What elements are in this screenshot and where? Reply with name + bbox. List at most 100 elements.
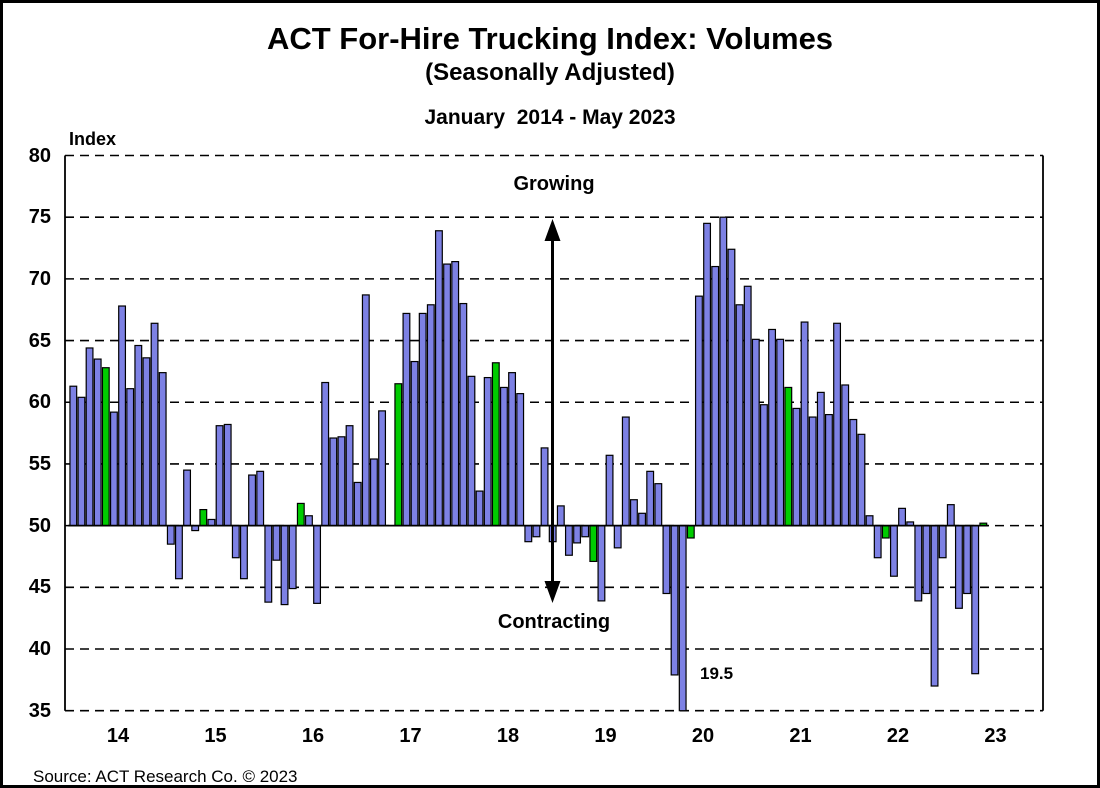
bar [304,515,313,527]
bar [248,474,257,527]
bar [239,525,248,580]
bar [922,525,931,595]
bar-highlight [394,383,403,527]
bar [77,396,86,527]
bar [735,304,744,527]
bar [597,525,606,602]
bar [215,425,224,527]
bar [321,381,330,527]
bar [638,512,647,527]
bar [142,357,151,527]
bar [532,525,541,538]
y-tick-45: 45 [28,576,51,599]
bar [150,322,159,527]
y-tick-80: 80 [28,144,51,167]
bar [158,372,167,527]
source-credit: Source: ACT Research Co. © 2023 [33,767,298,786]
bar [109,411,118,527]
y-tick-65: 65 [28,329,51,352]
x-tick-18: 18 [496,725,520,747]
bar [288,525,297,590]
bar [223,423,232,527]
bar [768,328,777,527]
bar [824,413,833,527]
bar [971,525,980,675]
bar [743,285,752,527]
bar [134,344,143,527]
bar [313,525,322,604]
bar [857,433,866,527]
bar [93,358,102,527]
bar [426,304,435,527]
bar [808,416,817,527]
arrow-up-head [544,219,561,241]
bar [954,525,963,609]
bar [329,437,338,527]
y-tick-60: 60 [28,391,51,414]
x-tick-20: 20 [691,725,715,747]
x-tick-15: 15 [204,725,227,747]
bar [280,525,289,606]
bar [467,375,476,527]
bar [849,418,858,527]
bar [434,230,443,527]
bar [516,393,525,527]
x-tick-19: 19 [594,725,617,747]
bar [646,470,655,527]
annotation-growing: Growing [513,173,595,195]
bar [759,404,768,527]
bar [85,347,94,527]
bar [508,372,517,527]
bar [256,470,265,527]
bar-highlight [686,525,695,539]
arrow-down-head [544,581,561,603]
bar [816,391,825,527]
bar [475,490,484,527]
bar-highlight [881,525,890,539]
bar [914,525,923,602]
bar [459,302,468,527]
bar [873,525,882,559]
bar [231,525,240,559]
y-tick-40: 40 [28,638,51,660]
x-tick-22: 22 [886,725,910,747]
bar [711,265,720,527]
bar [540,447,549,527]
bar-highlight [296,502,305,527]
bar [483,376,492,527]
y-tick-75: 75 [28,206,51,229]
bar [898,507,907,527]
bar [703,222,712,527]
bar [402,312,411,527]
x-tick-17: 17 [399,725,422,747]
bar [629,499,638,527]
bar [264,525,273,603]
bar [605,454,614,527]
bar [792,407,801,527]
bar [613,525,622,549]
x-tick-16: 16 [301,725,325,747]
bar [410,360,419,527]
bar [353,481,362,527]
y-tick-50: 50 [28,514,51,537]
bar [118,305,127,527]
chart-subtitle: (Seasonally Adjusted) [425,59,675,86]
bar [581,525,590,538]
bar [564,525,573,556]
bar [272,525,281,561]
bar [776,338,785,527]
bar [621,416,630,527]
bar [833,322,842,527]
annotation-crash-value: 19.5 [700,664,734,683]
x-tick-23: 23 [984,725,1007,747]
bar [378,410,387,527]
bar [345,425,354,527]
y-tick-70: 70 [28,267,51,290]
bar [361,294,370,527]
bar [556,505,565,527]
bar-highlight [784,386,793,527]
bar [451,261,460,527]
bar [369,458,378,527]
bar [946,504,955,527]
